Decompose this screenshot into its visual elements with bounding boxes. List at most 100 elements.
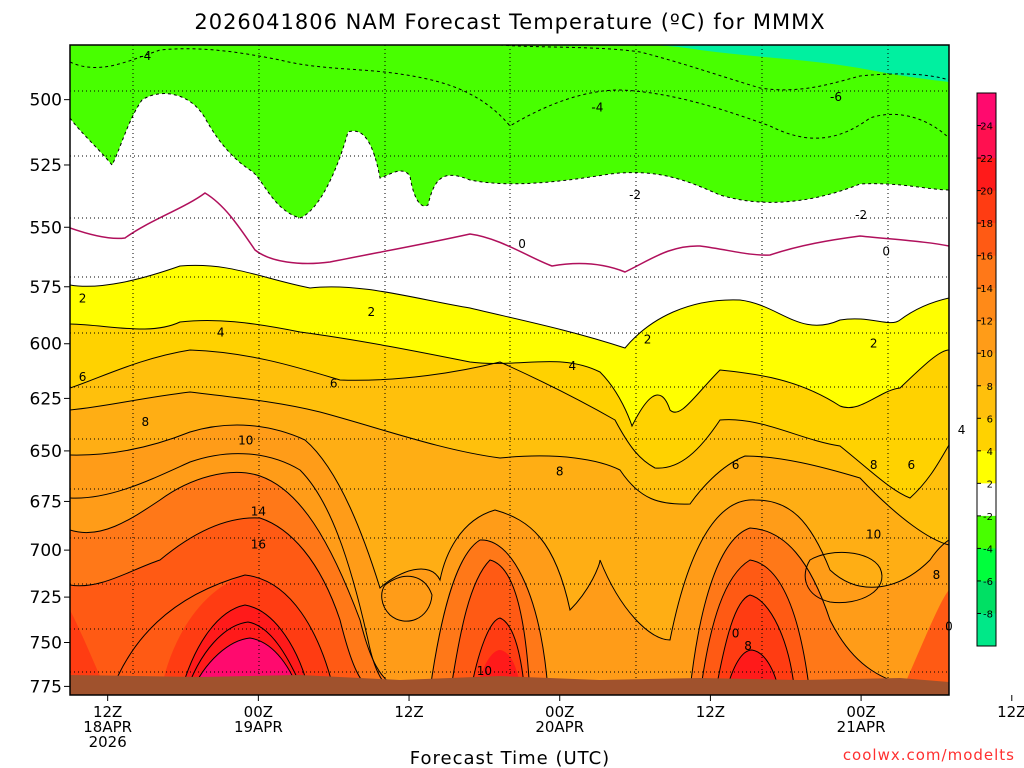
colorbar-swatch xyxy=(977,255,996,289)
contour-10c xyxy=(689,527,949,691)
contour-14 xyxy=(70,471,401,691)
contour-10b xyxy=(429,539,549,691)
minus4-contour xyxy=(70,48,949,139)
y-tick-label: 600 xyxy=(30,335,62,355)
y-axis: 500 525 550 575 600 625 650 675 700 725 750 775 xyxy=(30,91,70,697)
colorbar-swatch xyxy=(977,515,996,549)
colorbar-label: 4 xyxy=(987,447,993,458)
contour-20 xyxy=(179,604,311,695)
x-tick-label: 19APR xyxy=(234,718,283,736)
colorbar-label: -8 xyxy=(983,609,993,620)
y-tick-label: 575 xyxy=(30,278,62,298)
y-tick-label: 500 xyxy=(30,91,62,111)
contour-label: 6 xyxy=(908,458,916,472)
colorbar-swatch xyxy=(977,223,996,257)
contour-label: 6 xyxy=(330,376,338,390)
chart-title: 2026041806 NAM Forecast Temperature (ºC)… xyxy=(194,10,825,34)
colorbar-label: 10 xyxy=(980,349,993,360)
contour-label: 4 xyxy=(568,359,576,373)
y-tick-label: 525 xyxy=(30,156,62,176)
contour-6 xyxy=(70,349,949,499)
contour-label: 10 xyxy=(866,528,881,542)
contour-label: 2 xyxy=(368,305,376,319)
plot-frame xyxy=(69,44,950,696)
colorbar-label: 16 xyxy=(980,252,993,263)
contour-label: 4 xyxy=(217,326,225,340)
contour-20c xyxy=(724,649,781,695)
contour-8 xyxy=(70,391,949,546)
x-tick-label: 00Z xyxy=(545,703,574,721)
contour-4 xyxy=(70,319,949,428)
y-tick-label: 700 xyxy=(30,541,62,561)
y-tick-label: 750 xyxy=(30,633,62,653)
contour-label: 2 xyxy=(870,337,878,351)
contour-label: 10 xyxy=(238,434,253,448)
y-tick-label: 675 xyxy=(30,492,62,512)
x-axis-label: Forecast Time (UTC) xyxy=(410,748,610,768)
colorbar-swatch xyxy=(977,385,996,419)
credit-text: coolwx.com/modelts xyxy=(843,746,1015,764)
colorbar-label: 14 xyxy=(980,284,993,295)
zero-contour xyxy=(70,192,949,273)
positive-contours xyxy=(70,264,949,695)
colorbar-swatch xyxy=(977,353,996,387)
colorbar-swatch xyxy=(977,548,996,582)
contour-2 xyxy=(70,264,949,349)
contour-label: -2 xyxy=(629,188,641,202)
colorbar-label: 24 xyxy=(980,122,993,133)
y-tick-label: 550 xyxy=(30,218,62,238)
y-tick-label: 775 xyxy=(30,677,62,697)
contour-label: 8 xyxy=(933,568,941,582)
contour-10 xyxy=(70,424,949,641)
colorbar-swatch xyxy=(977,93,996,127)
contour-label: -2 xyxy=(855,208,867,222)
colorbar-label: -2 xyxy=(983,512,993,523)
contour-label: 8 xyxy=(870,458,878,472)
contour-label: 6 xyxy=(732,458,740,472)
colorbar-label: 22 xyxy=(980,154,993,165)
contour-label: 16 xyxy=(251,537,266,551)
contour-22 xyxy=(184,621,306,695)
contour-label: 8 xyxy=(556,464,564,478)
x-tick-label: 20APR xyxy=(535,718,584,736)
x-tick-label: 2026 xyxy=(89,733,127,751)
contour-12 xyxy=(70,453,401,695)
contour-16 xyxy=(70,517,381,695)
contour-8-loop xyxy=(804,551,883,604)
colorbar-label: -4 xyxy=(983,544,993,555)
x-tick-label: 12Z xyxy=(997,703,1024,721)
x-tick-label: 12Z xyxy=(696,703,725,721)
colorbar-swatch xyxy=(977,190,996,224)
contour-18c xyxy=(714,594,796,695)
colorbar-swatch xyxy=(977,320,996,354)
contour-label: 0 xyxy=(732,627,740,641)
x-tick-label: 18APR xyxy=(83,718,132,736)
contour-label: 4 xyxy=(958,423,966,437)
contour-label: -4 xyxy=(591,101,603,115)
contour-label: 2 xyxy=(644,332,652,346)
colorbar-frame xyxy=(976,92,997,647)
colorbar-label: 20 xyxy=(980,187,993,198)
contour-label: 8 xyxy=(744,639,752,653)
contour-label: 10 xyxy=(477,664,492,678)
colorbar-swatch xyxy=(977,125,996,159)
colorbar-swatch xyxy=(977,613,996,647)
x-tick-label: 21APR xyxy=(837,718,886,736)
colorbar-swatch xyxy=(977,450,996,484)
surface-terrain xyxy=(70,675,949,695)
contour-label: 0 xyxy=(882,244,890,258)
x-tick-label: 12Z xyxy=(93,703,122,721)
contour-label: 0 xyxy=(518,237,526,251)
y-tick-label: 725 xyxy=(30,588,62,608)
colorbar-label: 18 xyxy=(980,219,993,230)
contour-14c xyxy=(699,559,811,695)
contour-label: 8 xyxy=(142,415,150,429)
colorbar-label: 6 xyxy=(987,414,993,425)
plot-area xyxy=(70,45,949,695)
colorbar-label: 8 xyxy=(987,382,993,393)
grid xyxy=(70,45,949,695)
contour-18 xyxy=(109,574,336,695)
contour-label: -4 xyxy=(139,49,151,63)
